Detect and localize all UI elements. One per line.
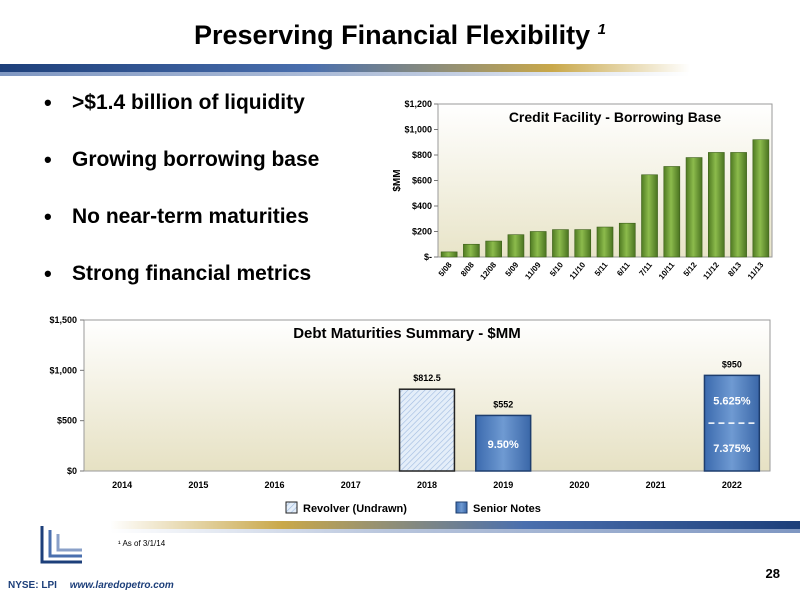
coupon-label: 7.375%	[713, 443, 751, 455]
bar	[552, 229, 569, 258]
header-band-light	[0, 72, 690, 76]
y-tick-label: $400	[412, 201, 432, 211]
x-tick-label: 2018	[417, 480, 437, 490]
x-tick-label: 5/11	[593, 260, 610, 278]
company-logo-icon	[40, 526, 82, 564]
bar	[463, 243, 480, 258]
bar	[730, 152, 747, 258]
y-tick-label: $1,500	[49, 315, 77, 325]
footnote: ¹ As of 3/1/14	[118, 539, 166, 548]
data-label: $950	[722, 359, 742, 369]
x-tick-label: 5/10	[548, 260, 565, 278]
x-tick-label: 5/12	[682, 260, 699, 278]
footer-band	[110, 521, 800, 529]
website-link[interactable]: www.laredopetro.com	[69, 580, 174, 591]
footer-band-light	[110, 529, 800, 533]
x-tick-label: 2022	[722, 480, 742, 490]
bullet-dot: •	[44, 147, 52, 172]
bar	[641, 174, 658, 258]
y-tick-label: $0	[67, 466, 77, 476]
x-tick-label: 2017	[341, 480, 361, 490]
bar	[685, 157, 703, 258]
x-tick-label: 8/08	[459, 260, 476, 278]
data-label: $552	[493, 399, 513, 409]
bullet-dot: •	[44, 204, 52, 229]
bullet-dot: •	[44, 90, 52, 115]
y-tick-label: $200	[412, 227, 432, 237]
x-tick-label: 11/09	[523, 260, 543, 281]
y-tick-label: $1,200	[404, 99, 432, 109]
bar	[574, 229, 592, 258]
bullet-item: • No near-term maturities	[44, 202, 319, 259]
x-tick-label: 11/12	[701, 260, 721, 281]
bar-revolver	[398, 388, 456, 472]
x-tick-label: 8/13	[726, 260, 743, 278]
bar-senior-notes	[475, 414, 532, 472]
chart-title: Credit Facility - Borrowing Base	[509, 109, 722, 125]
legend-swatch	[285, 501, 298, 514]
legend-swatch	[455, 501, 468, 514]
bullet-text: >$1.4 billion of liquidity	[72, 91, 305, 114]
legend-label: Senior Notes	[473, 503, 541, 515]
y-tick-label: $600	[412, 176, 432, 186]
x-tick-label: 11/10	[568, 260, 588, 281]
x-tick-label: 12/08	[478, 260, 498, 282]
bullet-text: Growing borrowing base	[72, 148, 320, 171]
y-tick-label: $500	[57, 416, 77, 426]
header-band	[0, 64, 690, 72]
footer: NYSE: LPI www.laredopetro.com	[8, 580, 174, 591]
bullet-list: • >$1.4 billion of liquidity • Growing bor…	[44, 88, 319, 316]
x-tick-label: 2020	[569, 480, 589, 490]
title-text: Preserving Financial Flexibility	[194, 20, 591, 50]
x-tick-label: 2014	[112, 480, 132, 490]
y-tick-label: $800	[412, 150, 432, 160]
x-tick-label: 7/11	[637, 260, 654, 278]
y-tick-label: $1,000	[49, 365, 77, 375]
bullet-text: No near-term maturities	[72, 205, 309, 228]
bar	[618, 222, 636, 258]
y-tick-label: $1,000	[404, 125, 432, 135]
x-tick-label: 2019	[493, 480, 513, 490]
x-tick-label: 6/11	[615, 260, 632, 278]
x-tick-label: 5/08	[437, 260, 454, 278]
page-title: Preserving Financial Flexibility 1	[0, 20, 800, 51]
x-tick-label: 2016	[265, 480, 285, 490]
coupon-label: 5.625%	[713, 395, 751, 407]
bullet-text: Strong financial metrics	[72, 262, 312, 285]
ticker: NYSE: LPI	[8, 580, 57, 591]
title-footnote-marker: 1	[597, 21, 606, 38]
bullet-item: • Growing borrowing base	[44, 145, 319, 202]
coupon-label: 9.50%	[488, 439, 519, 451]
y-axis-label: $MM	[392, 169, 403, 191]
bar	[507, 234, 525, 258]
page-number: 28	[765, 566, 780, 581]
data-label: $812.5	[413, 373, 441, 383]
legend-label: Revolver (Undrawn)	[303, 503, 407, 515]
x-tick-label: 2015	[188, 480, 208, 490]
x-tick-label: 5/09	[504, 260, 521, 278]
chart-title: Debt Maturities Summary - $MM	[293, 325, 521, 342]
bar	[596, 226, 614, 258]
x-tick-label: 10/11	[657, 260, 677, 281]
bar	[708, 152, 725, 258]
y-tick-label: $-	[424, 252, 432, 262]
x-tick-label: 11/13	[746, 260, 766, 281]
bar	[440, 251, 458, 258]
bullet-dot: •	[44, 261, 52, 286]
bar	[752, 139, 770, 258]
bar	[485, 240, 502, 258]
bar	[529, 231, 547, 258]
bullet-item: • Strong financial metrics	[44, 259, 319, 316]
x-tick-label: 2021	[646, 480, 666, 490]
bullet-item: • >$1.4 billion of liquidity	[44, 88, 319, 145]
bar	[663, 166, 681, 258]
